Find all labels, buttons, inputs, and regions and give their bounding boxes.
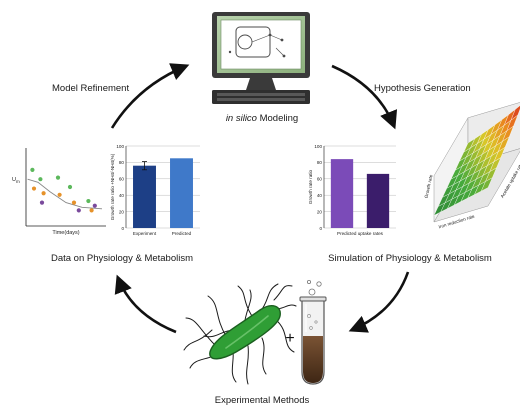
surface-cell-7-0 bbox=[480, 177, 493, 192]
bar1-ytick-2: 40 bbox=[119, 193, 125, 198]
bar2-y-label: Growth rate ratio bbox=[308, 169, 313, 204]
arrow-simulation-to-experiment bbox=[348, 271, 410, 333]
arrow-modeling-to-hypothesis bbox=[331, 64, 398, 130]
scatter-fit-curve bbox=[27, 178, 103, 210]
scatter-point-1-4 bbox=[89, 208, 94, 213]
plus-sign: + bbox=[285, 330, 294, 347]
label-hypothesis-generation: Hypothesis Generation bbox=[374, 83, 471, 94]
scatter-y-label: Um bbox=[12, 177, 20, 184]
scatter-y-label-sub: m bbox=[16, 179, 20, 184]
scatter-point-1-0 bbox=[31, 186, 37, 191]
bacterium-icon bbox=[183, 283, 297, 385]
computer-icon bbox=[212, 12, 310, 104]
arrow-refinement-to-modeling bbox=[110, 63, 190, 129]
bar1-ytick-3: 60 bbox=[119, 177, 125, 182]
bar1-category-0: Experiment bbox=[133, 231, 157, 236]
label-in-silico-modeling: in silico Modeling bbox=[226, 113, 298, 124]
scatter-point-0-1 bbox=[38, 177, 43, 182]
bar2-bar-0 bbox=[330, 159, 354, 228]
label-modeling: Modeling bbox=[257, 113, 298, 124]
label-model-refinement: Model Refinement bbox=[52, 83, 129, 94]
scatter-point-1-1 bbox=[41, 191, 46, 196]
bar2-ytick-0: 0 bbox=[319, 226, 322, 231]
scatter-point-2-2 bbox=[92, 203, 97, 208]
bar1-category-1: Predicted bbox=[172, 231, 192, 236]
bar2-ytick-4: 80 bbox=[317, 160, 323, 165]
bar1-y-label: Growth rate ratio +NH4/-NH4(%) bbox=[110, 153, 115, 220]
bar1-ytick-0: 0 bbox=[121, 226, 124, 231]
bar2-ytick-1: 20 bbox=[317, 209, 323, 214]
bar2-ytick-2: 40 bbox=[317, 193, 323, 198]
label-experimental-methods: Experimental Methods bbox=[215, 395, 310, 406]
scatter-point-0-4 bbox=[86, 198, 91, 204]
scatter-point-2-0 bbox=[39, 200, 45, 205]
label-simulation-physiology: Simulation of Physiology & Metabolism bbox=[328, 253, 492, 264]
bar1-bar-1 bbox=[170, 158, 193, 228]
surface-z-label: Growth rate bbox=[424, 174, 434, 199]
scatter-x-label: Time(days) bbox=[52, 230, 79, 236]
bar1-bar-0 bbox=[133, 165, 156, 228]
scatter-point-1-2 bbox=[57, 192, 62, 197]
scatter-point-0-2 bbox=[55, 175, 61, 180]
test-tube-icon bbox=[299, 279, 327, 385]
scatter-point-1-3 bbox=[71, 200, 77, 205]
bar1-ytick-1: 20 bbox=[119, 209, 125, 214]
scatter-point-0-0 bbox=[30, 167, 35, 172]
bar1-ytick-4: 80 bbox=[119, 160, 125, 165]
scatter-point-2-1 bbox=[76, 208, 81, 213]
bar-chart-predicted-uptake: 0 20 40 60 80 100 Predicted uptake rates Growth… bbox=[308, 144, 396, 236]
label-data-physiology: Data on Physiology & Metabolism bbox=[51, 253, 193, 264]
bar2-ytick-5: 100 bbox=[314, 144, 322, 149]
bar2-ytick-3: 60 bbox=[317, 177, 323, 182]
bar2-bar-1 bbox=[366, 173, 390, 228]
bar-chart-experiment-predicted: 0 20 40 60 80 100 Experiment Predicted Growth ra… bbox=[110, 144, 200, 236]
bar1-ytick-5: 100 bbox=[116, 144, 124, 149]
bar2-x-label: Predicted uptake rates bbox=[337, 231, 384, 236]
scatter-chart-physiology: Um Time(days) bbox=[12, 148, 106, 236]
label-in-silico: in silico bbox=[226, 113, 257, 124]
scatter-point-0-3 bbox=[67, 184, 73, 190]
arrow-experiment-to-data bbox=[114, 274, 177, 334]
